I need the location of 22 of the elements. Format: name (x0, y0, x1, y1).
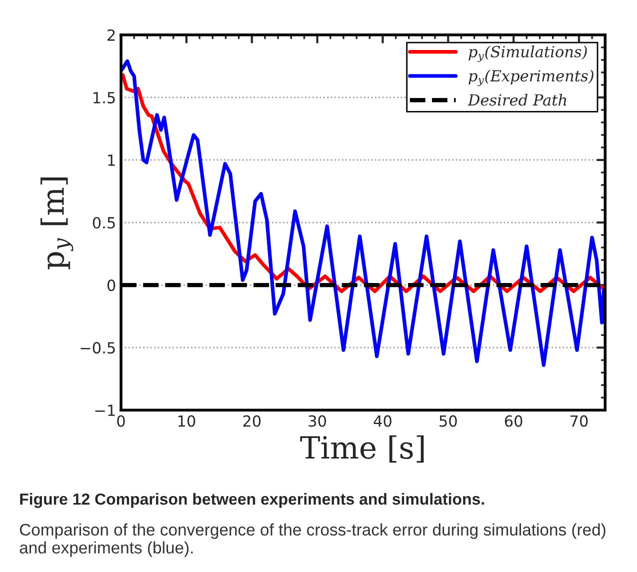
text: Comparison of the convergence of the cross-track error during simulations (red) and experiments (blue). (20, 523, 606, 557)
y-tick-label: 1.5 (94, 92, 115, 104)
x-tick-label: 0 (117, 415, 125, 427)
caption: Figure 12 Comparison between experiments and simulations. (20, 493, 484, 508)
x-tick-label: 60 (504, 415, 522, 427)
legend-label: Desired Path (468, 94, 566, 106)
y-tick-label: 2 (108, 29, 115, 41)
x-tick-label: 70 (570, 415, 588, 427)
y-axis-title: p$_{y}$ [m] (40, 178, 74, 270)
x-tick-label: 30 (308, 415, 326, 427)
y-tick-label: 0 (107, 280, 116, 292)
y-tick-label: −1 (95, 404, 115, 416)
legend-label: p$_{y}$(Experiments) (468, 70, 594, 86)
x-tick-label: 40 (374, 415, 392, 427)
x-tick-label: 20 (243, 415, 261, 427)
x-axis-title: Time [s] (300, 435, 424, 463)
y-tick-label: 1 (108, 154, 115, 166)
y-tick-label: −0.5 (80, 342, 115, 354)
x-tick-label: 50 (440, 415, 457, 427)
legend-label: p$_{y}$(Simulations) (468, 46, 587, 62)
x-tick-label: 10 (178, 415, 196, 427)
y-tick-label: 0.5 (92, 216, 115, 229)
